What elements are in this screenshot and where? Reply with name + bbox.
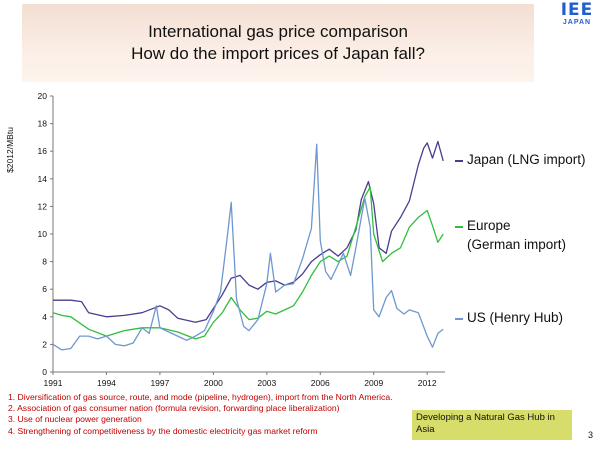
series-line-us-henry-hub: [52, 143, 444, 351]
legend-swatch: [455, 226, 463, 228]
x-tick-label: 1994: [97, 378, 116, 388]
note-item: 4. Strengthening of competitiveness by t…: [8, 425, 318, 436]
y-tick-label: 12: [38, 201, 48, 211]
note-item: 2. Association of gas consumer nation (f…: [8, 403, 340, 414]
x-tick-label: 2009: [364, 378, 383, 388]
hub-callout: Developing a Natural Gas Hub in Asia: [412, 410, 572, 440]
y-tick-label: 0: [42, 367, 47, 377]
legend-label: US (Henry Hub): [467, 310, 564, 325]
y-tick-label: 10: [38, 229, 48, 239]
y-tick-label: 8: [42, 257, 47, 267]
logo-text: IEE: [560, 0, 594, 20]
y-tick-label: 20: [38, 91, 48, 101]
legend-label: (German import): [467, 237, 567, 252]
legend-swatch: [455, 318, 463, 320]
legend-label: Japan (LNG import): [467, 152, 586, 167]
title-box: International gas price comparison How d…: [22, 4, 534, 82]
y-tick-label: 14: [38, 174, 48, 184]
x-tick-label: 2003: [257, 378, 276, 388]
x-tick-label: 2000: [204, 378, 223, 388]
iee-japan-logo: IEE JAPAN: [557, 0, 597, 27]
legend-label: Europe: [467, 218, 511, 233]
notes-list: 1. Diversification of gas source, route,…: [8, 392, 393, 437]
slide-title-line1: International gas price comparison: [148, 22, 408, 41]
y-tick-label: 16: [38, 146, 48, 156]
x-tick-label: 1997: [150, 378, 169, 388]
note-item: 1. Diversification of gas source, route,…: [8, 392, 393, 402]
legend-swatch: [455, 160, 463, 162]
note-item: 3. Use of nuclear power generation: [8, 414, 142, 425]
y-tick-label: 6: [42, 284, 47, 294]
series-line-japan-lng-import: [53, 140, 444, 323]
x-tick-label: 2006: [311, 378, 330, 388]
x-tick-label: 1991: [44, 378, 63, 388]
page-number: 3: [588, 430, 594, 440]
y-tick-label: 4: [42, 312, 47, 322]
logo-subtext: JAPAN: [562, 19, 592, 26]
y-tick-label: 2: [42, 339, 47, 349]
x-tick-label: 2012: [418, 378, 437, 388]
y-tick-label: 18: [38, 119, 48, 129]
y-axis-title: $2012/MBtu: [5, 127, 15, 173]
slide-title-line2: How do the import prices of Japan fall?: [131, 44, 425, 63]
